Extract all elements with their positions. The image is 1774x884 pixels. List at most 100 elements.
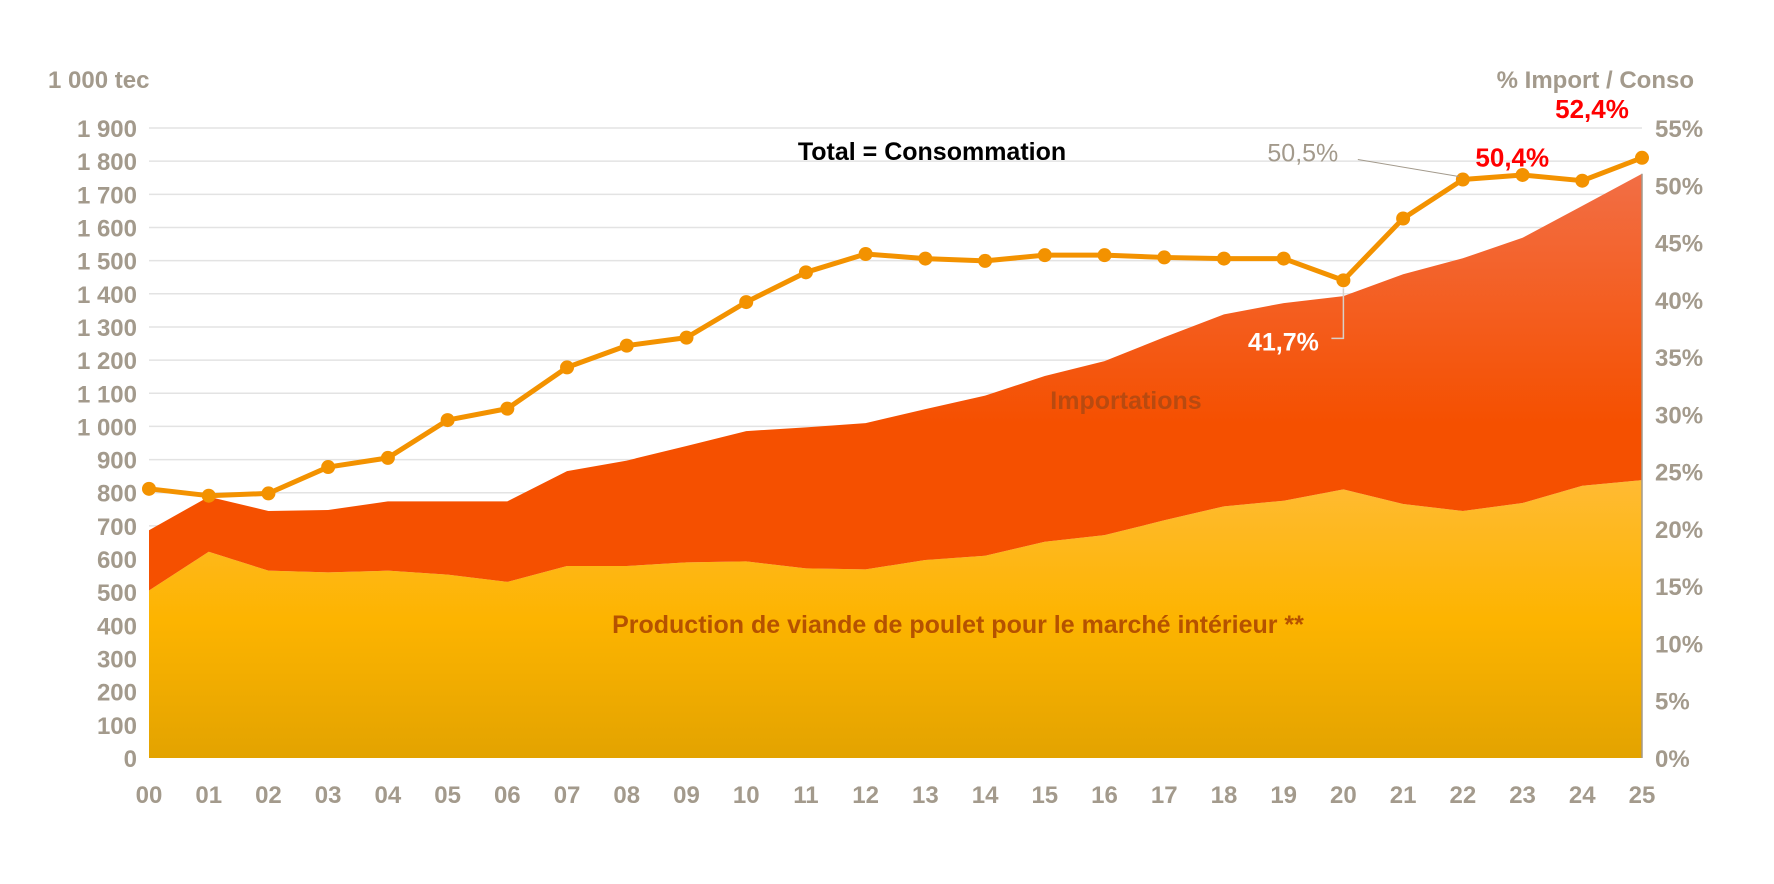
y-right-tick-label: 20% bbox=[1655, 517, 1703, 544]
x-tick-label: 02 bbox=[255, 782, 282, 809]
import-share-point bbox=[679, 330, 694, 345]
y-left-tick-label: 0 bbox=[124, 746, 137, 773]
y-right-axis-title: % Import / Conso bbox=[1497, 67, 1694, 94]
y-left-tick-label: 400 bbox=[97, 613, 137, 640]
x-tick-label: 22 bbox=[1449, 782, 1476, 809]
x-tick-label: 08 bbox=[613, 782, 640, 809]
x-tick-label: 13 bbox=[912, 782, 939, 809]
series-label-production: Production de viande de poulet pour le m… bbox=[612, 611, 1304, 639]
y-left-tick-label: 1 900 bbox=[77, 116, 137, 143]
import-share-point bbox=[1515, 167, 1530, 182]
y-left-tick-label: 500 bbox=[97, 580, 137, 607]
y-right-tick-label: 0% bbox=[1655, 746, 1690, 773]
y-left-tick-label: 300 bbox=[97, 647, 137, 674]
y-left-tick-label: 1 000 bbox=[77, 414, 137, 441]
import-share-point bbox=[739, 295, 754, 310]
data-labels: 41,7% 50,5% 50,4%52,4% bbox=[1248, 94, 1629, 357]
import-share-point bbox=[380, 450, 395, 465]
import-share-point bbox=[1455, 172, 1470, 187]
importations-area bbox=[149, 173, 1642, 591]
y-left-tick-label: 1 500 bbox=[77, 249, 137, 276]
import-share-point bbox=[261, 486, 276, 501]
import-share-point bbox=[1037, 248, 1052, 263]
x-tick-label: 24 bbox=[1569, 782, 1596, 809]
x-tick-label: 11 bbox=[793, 782, 818, 809]
x-tick-label: 04 bbox=[375, 782, 402, 809]
import-share-point bbox=[1396, 211, 1411, 226]
x-tick-label: 00 bbox=[136, 782, 163, 809]
x-tick-label: 09 bbox=[673, 782, 700, 809]
y-left-tick-label: 1 100 bbox=[77, 381, 137, 408]
y-right-tick-label: 15% bbox=[1655, 574, 1703, 601]
x-tick-label: 16 bbox=[1091, 782, 1118, 809]
data-label: 52,4% bbox=[1555, 94, 1629, 124]
import-share-point bbox=[560, 360, 575, 375]
x-tick-label: 25 bbox=[1629, 782, 1656, 809]
y-left-tick-label: 1 600 bbox=[77, 215, 137, 242]
y-right-tick-label: 45% bbox=[1655, 231, 1703, 258]
data-label: 50,5% bbox=[1267, 140, 1338, 168]
series-label-importations: Importations bbox=[1050, 387, 1201, 415]
import-share-point bbox=[1635, 150, 1649, 165]
x-tick-label: 07 bbox=[554, 782, 581, 809]
y-left-tick-label: 1 200 bbox=[77, 348, 137, 375]
import-share-point bbox=[142, 481, 156, 496]
import-share-point bbox=[500, 401, 515, 416]
data-label: 41,7% bbox=[1248, 328, 1319, 356]
x-tick-label: 18 bbox=[1211, 782, 1238, 809]
label-leader bbox=[1331, 288, 1345, 340]
import-share-point bbox=[858, 247, 873, 261]
import-share-point bbox=[1157, 250, 1172, 265]
x-tick-label: 20 bbox=[1330, 782, 1357, 809]
y-right-tick-label: 35% bbox=[1655, 345, 1703, 372]
y-left-tick-label: 800 bbox=[97, 481, 137, 508]
y-left-tick-label: 200 bbox=[97, 680, 137, 707]
y-right-tick-label: 10% bbox=[1655, 631, 1703, 658]
y-left-tick-label: 700 bbox=[97, 514, 137, 541]
y-right-tick-label: 50% bbox=[1655, 173, 1703, 200]
y-left-tick-label: 600 bbox=[97, 547, 137, 574]
y-left-tick-label: 100 bbox=[97, 713, 137, 740]
x-tick-label: 14 bbox=[972, 782, 999, 809]
x-tick-label: 21 bbox=[1390, 782, 1417, 809]
import-share-point bbox=[798, 265, 813, 280]
x-tick-label: 19 bbox=[1270, 782, 1297, 809]
y-right-tick-label: 5% bbox=[1655, 689, 1690, 716]
y-left-tick-label: 1 400 bbox=[77, 282, 137, 309]
y-right-tick-label: 55% bbox=[1655, 116, 1703, 143]
y-right-tick-label: 25% bbox=[1655, 460, 1703, 487]
import-share-point bbox=[1276, 251, 1291, 266]
y-right-tick-label: 40% bbox=[1655, 288, 1703, 315]
total-annotation: Total = Consommation bbox=[798, 138, 1066, 166]
import-share-point bbox=[1575, 173, 1590, 188]
y-right-tick-label: 30% bbox=[1655, 402, 1703, 429]
x-tick-label: 06 bbox=[494, 782, 521, 809]
production-area bbox=[149, 480, 1642, 758]
import-share-point bbox=[619, 338, 634, 353]
y-left-tick-label: 900 bbox=[97, 448, 137, 475]
x-tick-label: 03 bbox=[315, 782, 342, 809]
import-share-point bbox=[440, 413, 455, 428]
import-share-point bbox=[978, 253, 993, 268]
x-tick-label: 15 bbox=[1031, 782, 1058, 809]
x-tick-label: 23 bbox=[1509, 782, 1536, 809]
import-share-point bbox=[201, 488, 216, 503]
x-tick-label: 05 bbox=[434, 782, 461, 809]
import-share-point bbox=[1216, 251, 1231, 266]
import-share-point bbox=[321, 460, 336, 475]
x-tick-label: 01 bbox=[195, 782, 222, 809]
x-tick-label: 17 bbox=[1151, 782, 1178, 809]
label-leader bbox=[1357, 159, 1459, 178]
y-left-tick-label: 1 300 bbox=[77, 315, 137, 342]
import-share-polyline bbox=[148, 155, 1643, 499]
import-share-point bbox=[1336, 273, 1351, 288]
y-left-tick-label: 1 700 bbox=[77, 182, 137, 209]
import-share-point bbox=[918, 251, 933, 266]
stacked-areas bbox=[149, 173, 1643, 758]
import-share-point bbox=[1097, 248, 1112, 263]
x-tick-label: 10 bbox=[733, 782, 760, 809]
y-left-axis-title: 1 000 tec bbox=[48, 67, 149, 94]
x-tick-label: 12 bbox=[852, 782, 879, 809]
